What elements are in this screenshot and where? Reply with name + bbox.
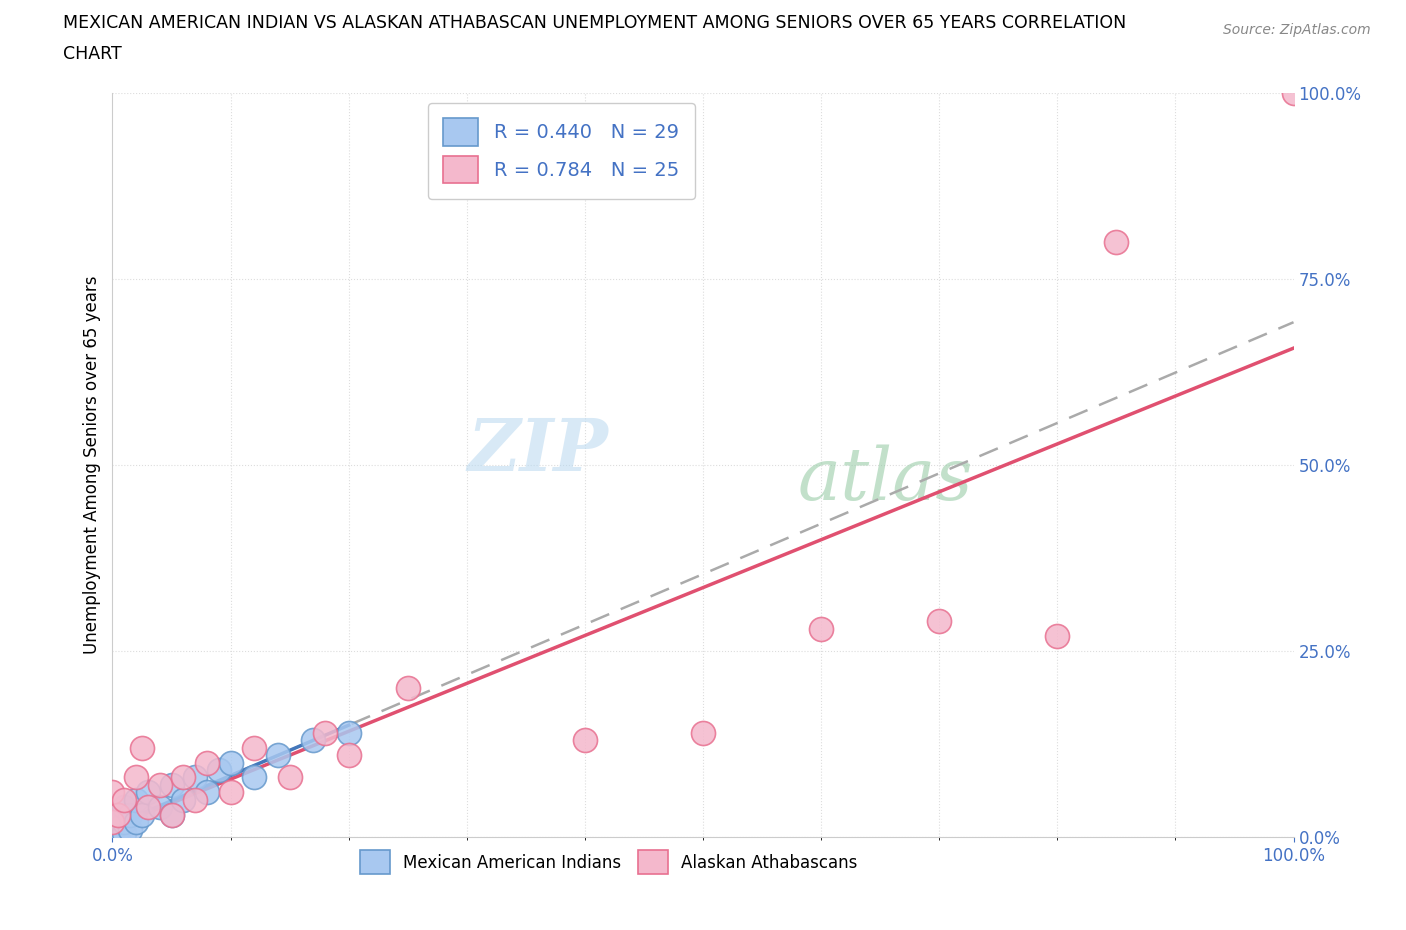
Point bbox=[337, 748, 360, 763]
Text: atlas: atlas bbox=[797, 445, 973, 515]
Point bbox=[125, 792, 148, 807]
Point bbox=[112, 792, 135, 807]
Point bbox=[243, 740, 266, 755]
Point bbox=[184, 792, 207, 807]
Point bbox=[184, 770, 207, 785]
Point bbox=[278, 770, 301, 785]
Text: MEXICAN AMERICAN INDIAN VS ALASKAN ATHABASCAN UNEMPLOYMENT AMONG SENIORS OVER 65: MEXICAN AMERICAN INDIAN VS ALASKAN ATHAB… bbox=[63, 14, 1126, 32]
Point bbox=[101, 815, 124, 830]
Point bbox=[195, 755, 218, 770]
Point bbox=[219, 785, 242, 800]
Point bbox=[110, 815, 132, 830]
Point bbox=[101, 785, 124, 800]
Point bbox=[149, 777, 172, 792]
Text: CHART: CHART bbox=[63, 45, 122, 62]
Point bbox=[267, 748, 290, 763]
Point bbox=[112, 800, 135, 815]
Point bbox=[692, 725, 714, 740]
Point bbox=[112, 826, 135, 841]
Point bbox=[574, 733, 596, 748]
Point bbox=[101, 826, 124, 841]
Point bbox=[125, 770, 148, 785]
Point bbox=[149, 800, 172, 815]
Point bbox=[101, 830, 124, 844]
Point bbox=[125, 815, 148, 830]
Point bbox=[1105, 234, 1128, 249]
Point bbox=[101, 815, 124, 830]
Point bbox=[337, 725, 360, 740]
Point bbox=[136, 800, 159, 815]
Point bbox=[208, 763, 231, 777]
Point bbox=[396, 681, 419, 696]
Point bbox=[1282, 86, 1305, 100]
Legend: Mexican American Indians, Alaskan Athabascans: Mexican American Indians, Alaskan Athaba… bbox=[353, 844, 865, 881]
Point bbox=[107, 822, 129, 837]
Point bbox=[136, 785, 159, 800]
Point bbox=[810, 621, 832, 636]
Point bbox=[160, 807, 183, 822]
Point bbox=[172, 770, 194, 785]
Point bbox=[112, 815, 135, 830]
Point bbox=[107, 807, 129, 822]
Point bbox=[160, 777, 183, 792]
Point bbox=[120, 807, 142, 822]
Point bbox=[314, 725, 336, 740]
Point bbox=[219, 755, 242, 770]
Point bbox=[243, 770, 266, 785]
Point bbox=[101, 807, 124, 822]
Text: Source: ZipAtlas.com: Source: ZipAtlas.com bbox=[1223, 23, 1371, 37]
Point bbox=[107, 830, 129, 844]
Point bbox=[302, 733, 325, 748]
Point bbox=[160, 807, 183, 822]
Y-axis label: Unemployment Among Seniors over 65 years: Unemployment Among Seniors over 65 years bbox=[83, 276, 101, 654]
Point bbox=[101, 822, 124, 837]
Point bbox=[195, 785, 218, 800]
Point bbox=[1046, 629, 1069, 644]
Point bbox=[131, 807, 153, 822]
Text: ZIP: ZIP bbox=[468, 415, 609, 485]
Point bbox=[120, 822, 142, 837]
Point bbox=[131, 740, 153, 755]
Point bbox=[172, 792, 194, 807]
Point bbox=[928, 614, 950, 629]
